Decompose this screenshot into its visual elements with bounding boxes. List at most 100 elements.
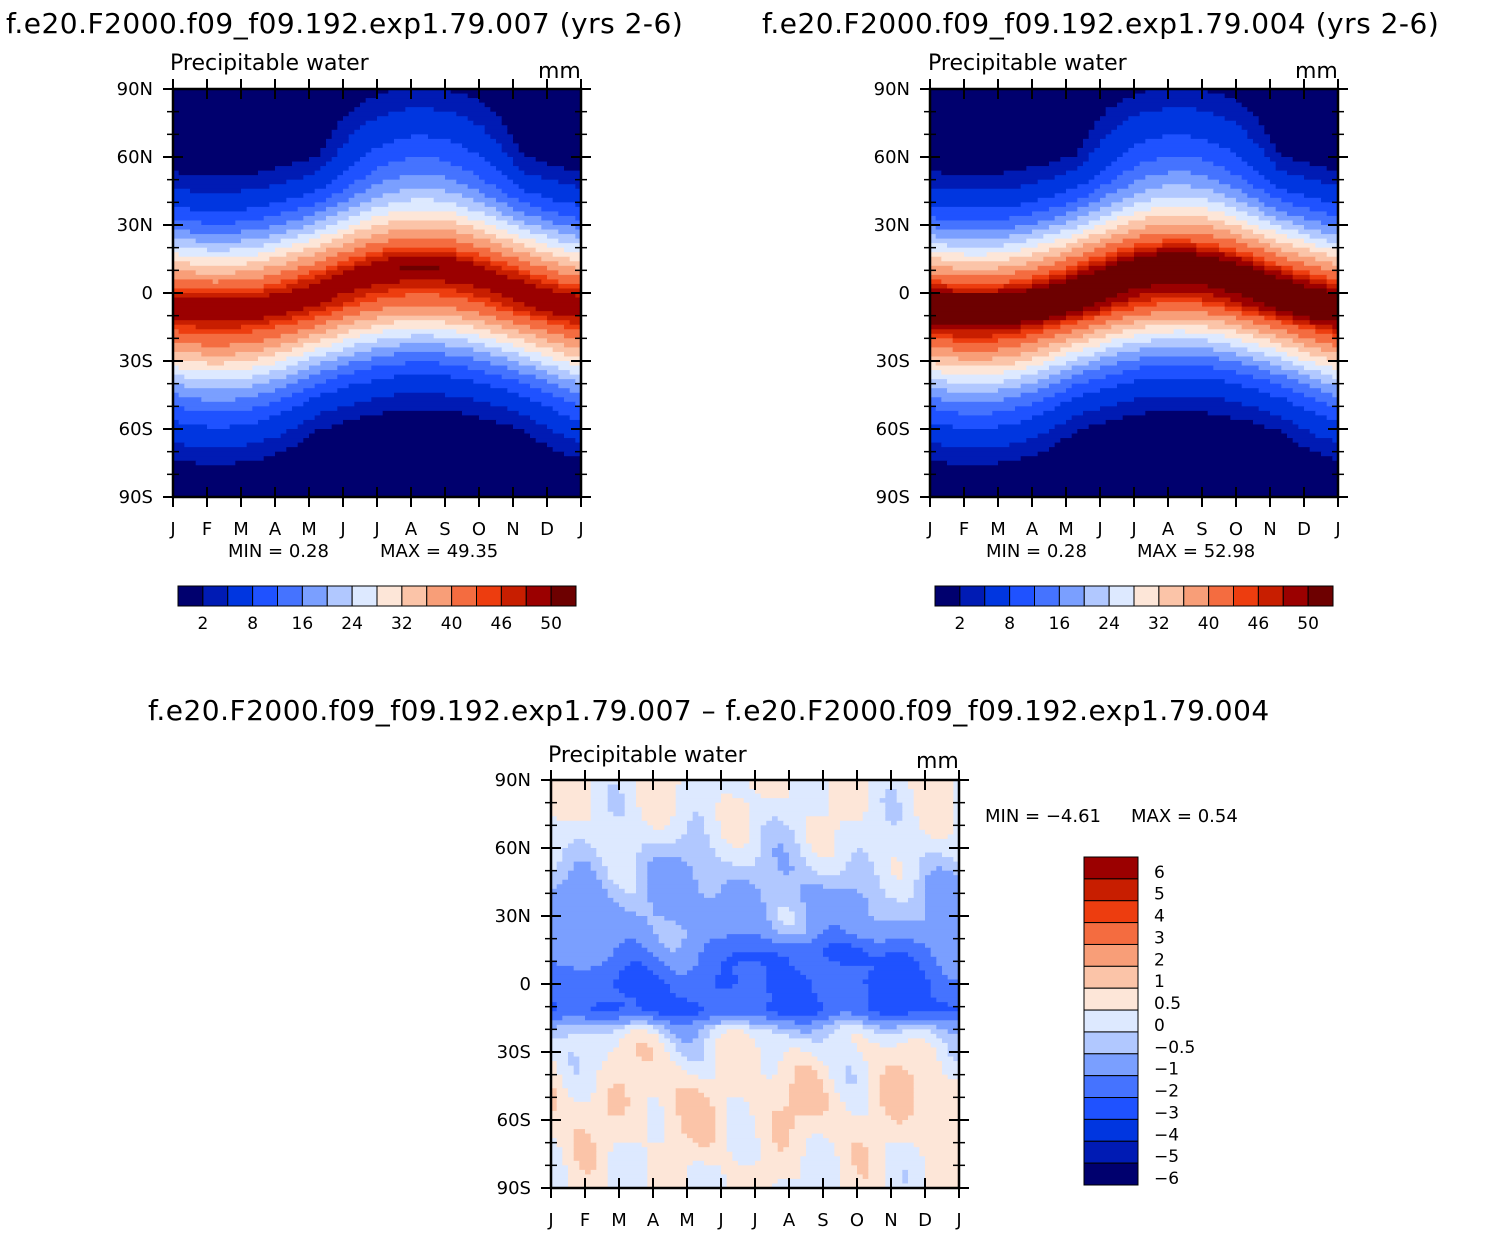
field-cell bbox=[930, 297, 1107, 303]
field-cell bbox=[1298, 442, 1338, 448]
field-cell bbox=[636, 911, 654, 917]
field-cell bbox=[811, 1038, 824, 1044]
field-cell bbox=[1054, 333, 1084, 339]
field-cell bbox=[647, 1147, 728, 1153]
field-cell bbox=[613, 1029, 631, 1035]
field-cell bbox=[998, 347, 1039, 353]
field-cell bbox=[490, 297, 514, 303]
field-cell bbox=[371, 197, 412, 203]
field-cell bbox=[828, 1033, 852, 1039]
field-cell bbox=[462, 143, 503, 149]
field-cell bbox=[930, 320, 1022, 326]
field-cell bbox=[303, 225, 327, 231]
field-cell bbox=[1037, 433, 1073, 439]
field-cell bbox=[879, 1083, 915, 1089]
field-cell bbox=[590, 866, 609, 872]
field-cell bbox=[636, 884, 648, 890]
field-cell bbox=[777, 1070, 796, 1076]
field-cell bbox=[235, 220, 287, 226]
colorbar-swatch bbox=[1083, 965, 1139, 989]
field-cell bbox=[377, 297, 469, 303]
colorbar-swatch bbox=[1083, 1009, 1139, 1033]
field-cell bbox=[1309, 383, 1338, 389]
colorbar-label: −5 bbox=[1154, 1147, 1179, 1167]
field-cell bbox=[309, 356, 338, 362]
field-cell bbox=[828, 943, 852, 949]
field-cell bbox=[535, 419, 581, 426]
field-cell bbox=[173, 89, 389, 95]
field-cell bbox=[541, 215, 576, 222]
field-cell bbox=[1304, 365, 1333, 371]
field-cell bbox=[439, 293, 474, 299]
field-cell bbox=[879, 1101, 915, 1107]
field-cell bbox=[303, 306, 327, 312]
field-cell bbox=[653, 825, 665, 831]
field-cell bbox=[558, 383, 581, 389]
field-cell bbox=[496, 225, 520, 231]
field-cell bbox=[885, 1160, 926, 1166]
field-cell bbox=[828, 793, 869, 799]
field-cell bbox=[556, 961, 603, 967]
field-cell bbox=[473, 347, 503, 353]
field-cell bbox=[1213, 161, 1248, 167]
field-cell bbox=[1066, 202, 1090, 208]
field-cell bbox=[507, 261, 531, 267]
field-cell bbox=[998, 460, 1338, 466]
field-cell bbox=[173, 283, 265, 290]
field-cell bbox=[1247, 202, 1265, 208]
field-cell bbox=[806, 838, 835, 845]
field-cell bbox=[564, 324, 581, 330]
field-cell bbox=[783, 820, 807, 826]
field-cell bbox=[360, 202, 389, 208]
panel-3-max: MAX = 0.54 bbox=[1131, 806, 1238, 827]
panel-2-title: f.e20.F2000.f09_f09.192.exp1.79.004 (yrs… bbox=[762, 7, 1439, 40]
field-cell bbox=[1309, 315, 1338, 321]
colorbar-swatch bbox=[1083, 1140, 1139, 1164]
field-cell bbox=[687, 1183, 728, 1188]
field-cell bbox=[709, 843, 733, 849]
field-cell bbox=[613, 947, 648, 953]
field-cell bbox=[1105, 347, 1141, 353]
field-cell bbox=[309, 270, 327, 276]
field-cell bbox=[297, 206, 327, 212]
colorbar-label: 5 bbox=[1154, 885, 1165, 905]
field-cell bbox=[936, 1052, 949, 1058]
field-cell bbox=[647, 1160, 694, 1166]
colorbar-label: 50 bbox=[1297, 614, 1319, 634]
field-cell bbox=[868, 1038, 909, 1044]
field-cell bbox=[1094, 188, 1118, 194]
field-cell bbox=[925, 875, 959, 881]
field-cell bbox=[1224, 288, 1328, 294]
field-cell bbox=[800, 893, 864, 899]
field-cell bbox=[811, 938, 875, 944]
field-cell bbox=[670, 1038, 682, 1044]
x-tick-label: A bbox=[405, 519, 418, 540]
field-cell bbox=[766, 820, 784, 826]
field-cell bbox=[675, 838, 711, 845]
field-cell bbox=[1315, 329, 1333, 335]
field-cell bbox=[868, 1092, 881, 1098]
x-tick-label: A bbox=[269, 519, 282, 540]
field-cell bbox=[399, 175, 446, 181]
field-cell bbox=[952, 333, 993, 339]
field-cell bbox=[173, 193, 304, 199]
field-cell bbox=[681, 1120, 716, 1126]
field-cell bbox=[647, 1183, 688, 1188]
field-cell bbox=[1236, 351, 1265, 358]
field-cell bbox=[743, 1097, 790, 1103]
field-cell bbox=[619, 1006, 643, 1012]
field-cell bbox=[1083, 229, 1107, 235]
field-cell bbox=[524, 188, 581, 194]
field-cell bbox=[953, 1056, 959, 1062]
y-tick-label: 60S bbox=[876, 419, 910, 440]
panel-1-max: MAX = 49.35 bbox=[380, 541, 498, 562]
field-cell bbox=[348, 166, 378, 172]
field-cell bbox=[675, 793, 722, 799]
field-cell bbox=[953, 829, 959, 835]
field-cell bbox=[919, 1151, 959, 1157]
field-cell bbox=[286, 447, 554, 453]
field-cell bbox=[1236, 315, 1265, 321]
field-cell bbox=[354, 129, 486, 135]
field-cell bbox=[1224, 397, 1288, 403]
field-cell bbox=[721, 961, 739, 967]
